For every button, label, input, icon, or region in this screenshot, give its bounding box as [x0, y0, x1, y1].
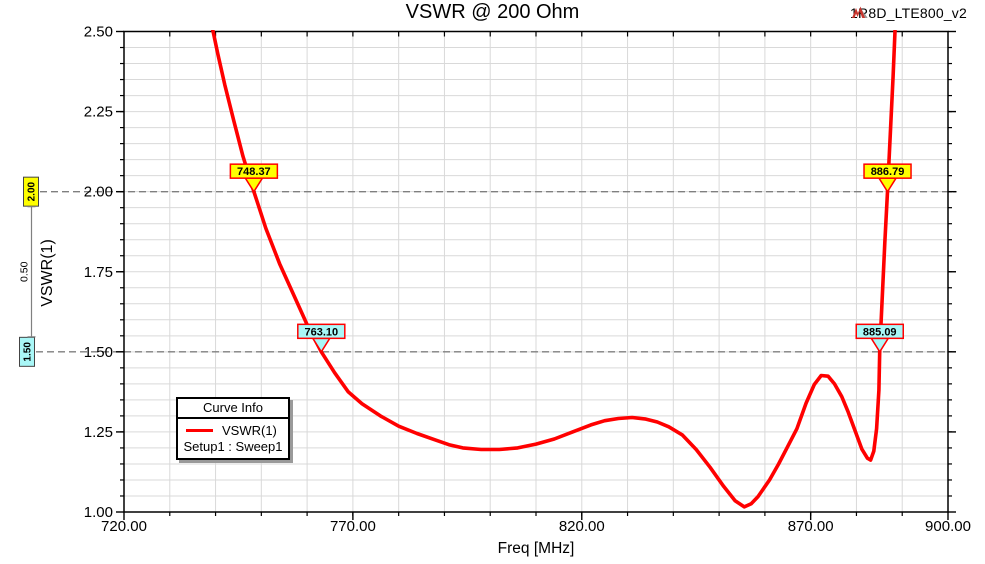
plot-title: VSWR @ 200 Ohm [405, 1, 580, 23]
marker-triangle[interactable] [244, 177, 264, 193]
y-tick-label: 1.50 [84, 344, 113, 361]
marker-label[interactable] [229, 163, 279, 179]
legend-series-sub: Setup1 : Sweep1 [183, 439, 283, 454]
y-axis-title: VSWR(1) [39, 239, 56, 307]
x-tick-label: 820.00 [559, 518, 605, 535]
y-tick-label: 2.50 [84, 24, 113, 41]
legend-line-swatch [186, 429, 213, 432]
y-tick-label: 1.75 [84, 264, 113, 281]
x-axis-title: Freq [MHz] [498, 540, 575, 557]
marker-label-text: 886.79 [871, 166, 905, 178]
y-tick-label: 2.25 [84, 104, 113, 121]
y-tick-label: 2.00 [84, 184, 113, 201]
marker-label-text: 763.10 [304, 326, 338, 338]
ansoft-logo-icon [852, 6, 868, 18]
marker-label-text: 748.37 [237, 166, 271, 178]
vswr-curve [210, 30, 897, 509]
marker-triangle[interactable] [870, 337, 889, 353]
project-name: 1R8D_LTE800_v2 [850, 5, 967, 21]
ref-scale-box[interactable] [19, 336, 35, 367]
legend-series-label: VSWR(1) [222, 423, 277, 438]
marker-label[interactable] [855, 323, 904, 340]
x-tick-label: 770.00 [330, 518, 376, 535]
marker-label[interactable] [863, 163, 912, 179]
legend-title: Curve Info [178, 399, 288, 419]
x-tick-label: 720.00 [101, 518, 147, 535]
ref-scale-text: 2.00 [27, 181, 38, 201]
delta-label: 0.50 [19, 261, 31, 282]
legend-box[interactable]: Curve Info VSWR(1) Setup1 : Sweep1 [176, 397, 290, 460]
y-tick-label: 1.25 [84, 424, 113, 441]
ref-scale-text: 1.50 [23, 342, 34, 362]
x-tick-label: 870.00 [788, 518, 834, 535]
marker-label[interactable] [297, 323, 346, 340]
x-tick-label: 900.00 [925, 518, 971, 535]
marker-label-text: 885.09 [863, 326, 897, 338]
legend-row: VSWR(1) [178, 419, 288, 438]
marker-triangle[interactable] [312, 337, 331, 353]
project-header: 1R8D_LTE800_v2 [850, 5, 967, 21]
y-tick-label: 1.00 [84, 504, 113, 521]
marker-triangle[interactable] [878, 177, 897, 193]
